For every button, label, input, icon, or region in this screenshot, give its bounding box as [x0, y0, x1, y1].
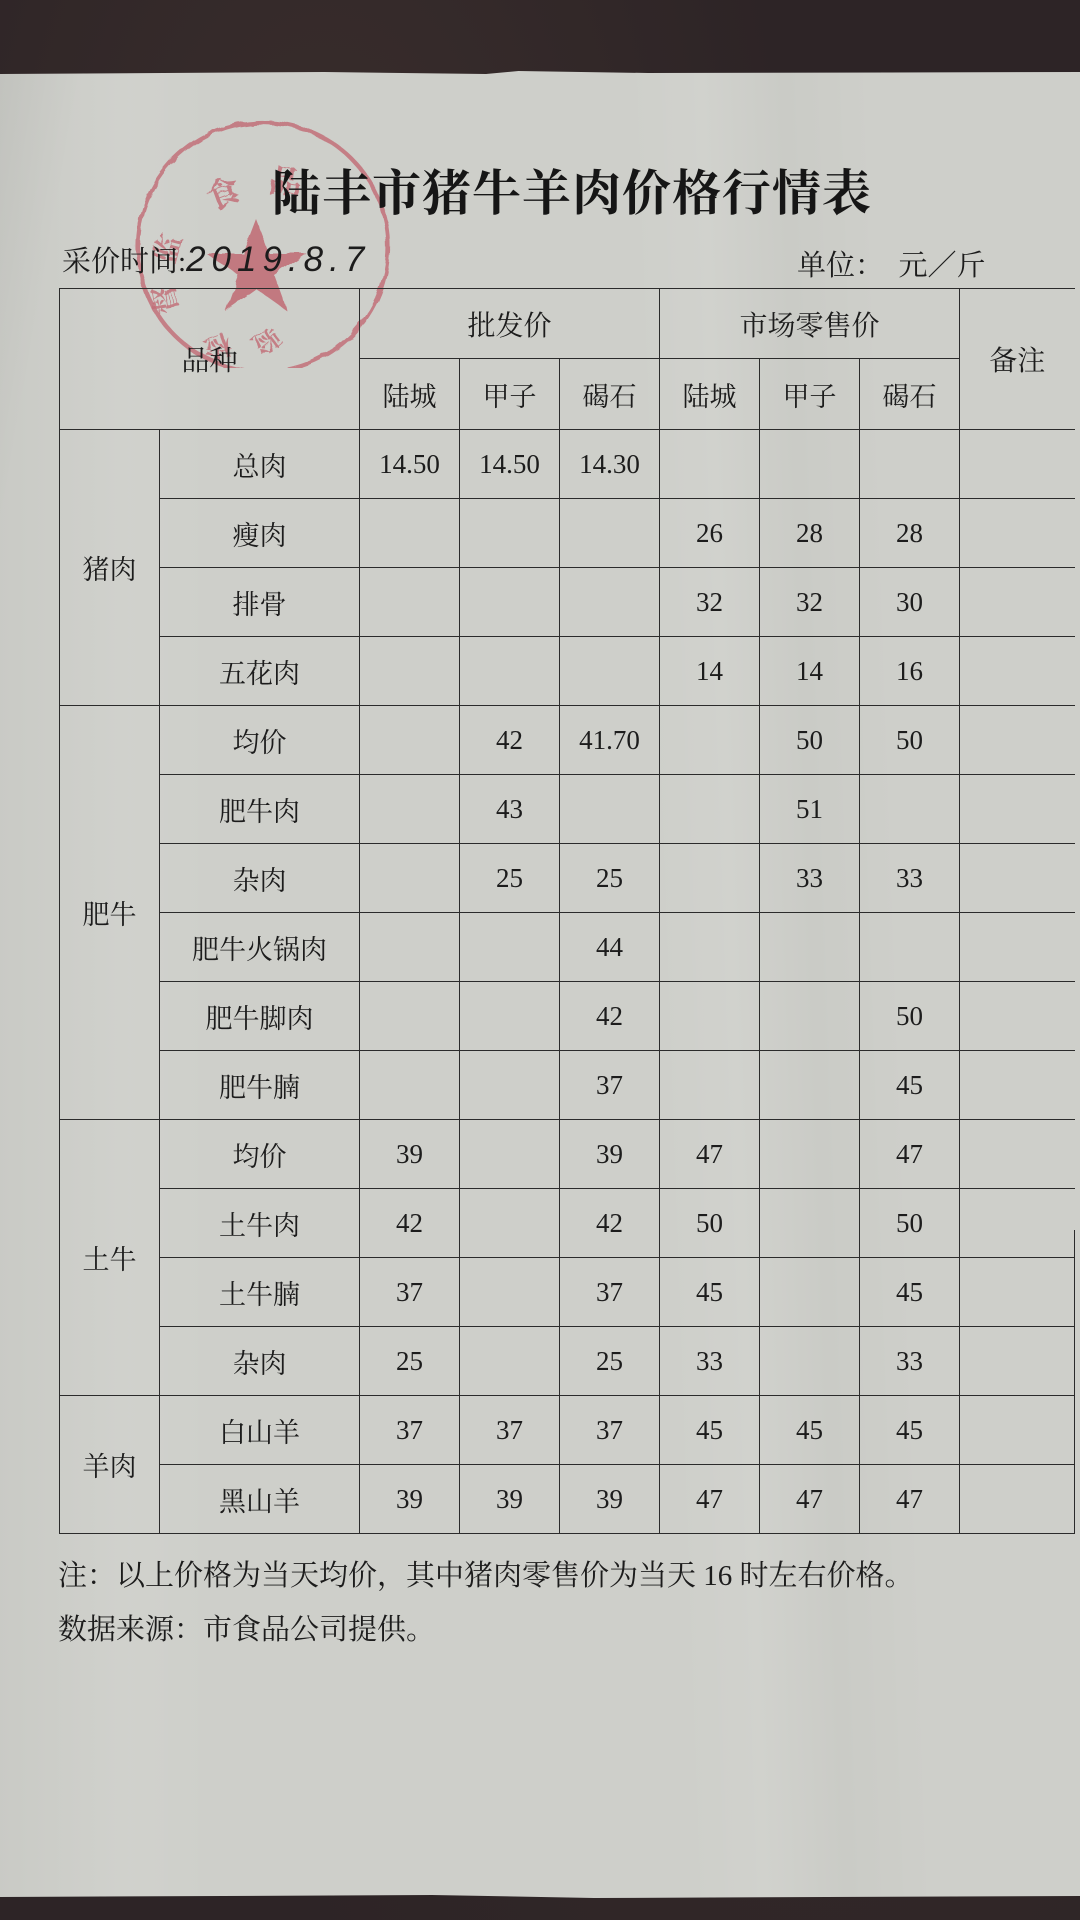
svg-text:食: 食	[199, 164, 246, 219]
